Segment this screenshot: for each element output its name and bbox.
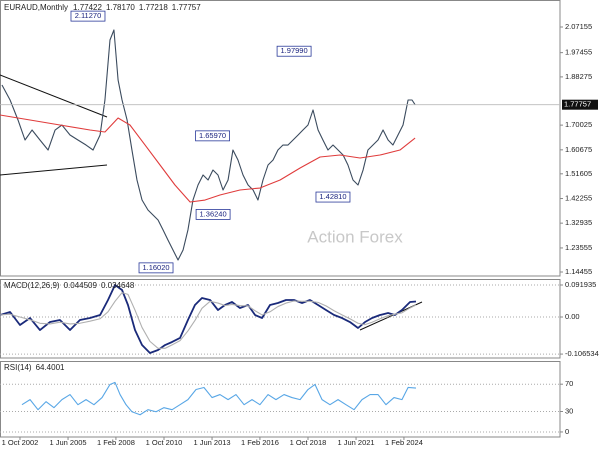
y-tick-label: 1.97455 — [565, 48, 592, 57]
open-value: 1.77422 — [73, 3, 102, 12]
annotation-label: 1.42810 — [319, 192, 346, 201]
high-value: 1.78170 — [106, 3, 135, 12]
macd-plot — [0, 284, 560, 355]
x-tick-label: 1 Feb 2008 — [97, 438, 135, 447]
y-tick-label: 1.60675 — [565, 145, 592, 154]
annotation-box — [315, 191, 351, 203]
price-header: EURAUD,Monthly 1.77422 1.78170 1.77218 1.777… — [4, 3, 201, 12]
y-tick-label: 1.88275 — [565, 72, 592, 81]
rsi-plot — [0, 381, 560, 433]
annotation-label: 1.16020 — [142, 263, 169, 272]
annotation-label: 2.11270 — [75, 11, 102, 20]
symbol-title: EURAUD,Monthly — [4, 3, 68, 12]
annotation-label: 1.65970 — [199, 131, 226, 140]
x-tick-label: 1 Feb 2024 — [385, 438, 423, 447]
macd-value: 0.044509 — [64, 281, 98, 290]
trend-line — [0, 74, 108, 118]
rsi-header: RSI(14) 64.4001 — [4, 363, 65, 372]
current-price-label: 1.77757 — [564, 100, 591, 109]
y-tick-label: 1.51605 — [565, 169, 592, 178]
annotation-label: 1.36240 — [200, 209, 227, 218]
axes: 2.07155 1.97455 1.88275 1.70025 1.60675 1.516… — [2, 22, 599, 447]
x-tick-label: 1 Jun 2005 — [49, 438, 86, 447]
low-value: 1.77218 — [139, 3, 168, 12]
signal-value: 0.034648 — [101, 281, 135, 290]
close-value: 1.77757 — [172, 3, 201, 12]
series-line — [0, 284, 417, 354]
x-tick-label: 1 Feb 2016 — [241, 438, 279, 447]
y-tick-label: 1.42255 — [565, 194, 592, 203]
trend-line — [0, 164, 108, 176]
annotation-label: 1.97990 — [281, 46, 308, 55]
x-tick-label: 1 Oct 2018 — [290, 438, 327, 447]
y-tick-label: 0.091935 — [565, 280, 596, 289]
annotation-box — [195, 130, 230, 142]
y-tick-label: 1.32935 — [565, 218, 592, 227]
current-price-box — [562, 99, 598, 110]
macd-title: MACD(12,26,9) — [4, 281, 60, 290]
y-tick-label: 30 — [565, 406, 573, 415]
rsi-title: RSI(14) — [4, 363, 32, 372]
annotation-box — [70, 10, 106, 22]
rsi-panel-frame — [0, 361, 561, 438]
series-line — [1, 29, 416, 261]
price-panel-frame — [0, 0, 561, 277]
x-tick-label: 1 Jun 2021 — [337, 438, 374, 447]
series-line — [0, 292, 417, 349]
x-tick-label: 1 Oct 2002 — [2, 438, 39, 447]
x-tick-label: 1 Jun 2013 — [193, 438, 230, 447]
y-tick-label: 1.70025 — [565, 120, 592, 129]
y-tick-label: -0.106534 — [565, 349, 599, 358]
price-plot: Action Forex 2.11270 1.97990 1.65970 1.36240… — [0, 10, 560, 274]
y-tick-label: 1.23555 — [565, 243, 592, 252]
y-tick-label: 70 — [565, 379, 573, 388]
macd-header: MACD(12,26,9) 0.044509 0.034648 — [4, 281, 135, 290]
rsi-value: 64.4001 — [36, 363, 65, 372]
annotation-box — [276, 45, 312, 57]
watermark: Action Forex — [307, 227, 403, 246]
y-tick-label: 0 — [565, 427, 569, 436]
y-tick-label: 1.14455 — [565, 267, 592, 276]
y-tick-label: 2.07155 — [565, 22, 592, 31]
annotation-box — [138, 262, 174, 274]
macd-panel-frame — [0, 279, 561, 359]
y-tick-label: 0.00 — [565, 312, 580, 321]
x-tick-label: 1 Oct 2010 — [146, 438, 183, 447]
series-line — [0, 114, 416, 203]
annotation-box — [195, 209, 231, 220]
series-line — [21, 381, 417, 416]
